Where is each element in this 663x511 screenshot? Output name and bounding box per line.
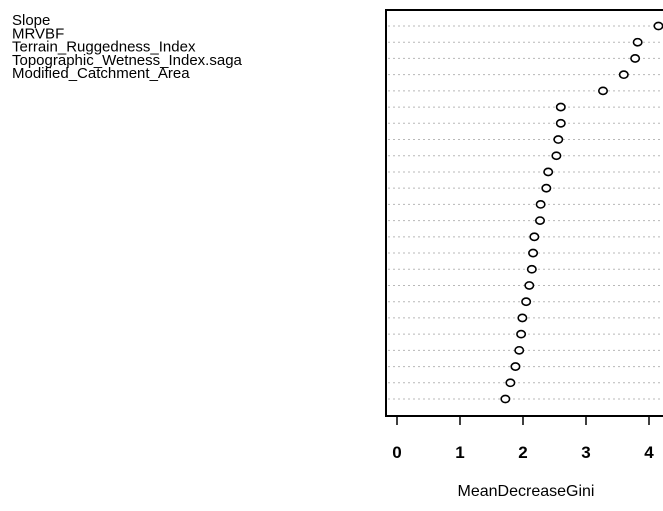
y-labels-layer: SlopeMRVBFTerrain_Ruggedness_IndexTopogr… <box>12 12 243 82</box>
data-point <box>653 21 663 31</box>
row-label: Slope <box>12 12 50 29</box>
data-point <box>528 248 539 258</box>
data-point <box>555 118 566 128</box>
data-point <box>521 297 532 307</box>
data-point <box>505 378 516 388</box>
data-point <box>514 345 525 355</box>
x-tick-label: 2 <box>518 443 527 462</box>
x-tick-label: 3 <box>581 443 590 462</box>
data-point <box>517 313 528 323</box>
data-point <box>598 86 609 96</box>
data-point <box>529 232 540 242</box>
row-label: Terrain_Ruggedness_Index <box>12 39 196 56</box>
x-tick-label: 1 <box>455 443 464 462</box>
plot-frame <box>385 9 663 417</box>
grid-layer <box>388 25 663 400</box>
data-point <box>541 183 552 193</box>
data-point <box>510 362 521 371</box>
x-axis: 0 1 2 3 4 <box>392 416 654 462</box>
data-point <box>535 216 546 226</box>
data-point <box>500 394 511 404</box>
data-point <box>555 102 566 112</box>
points-layer <box>500 21 663 404</box>
row-label: Topographic_Wetness_Index.saga <box>12 52 243 69</box>
data-point <box>551 151 562 161</box>
data-point <box>524 281 535 290</box>
data-point <box>630 54 641 63</box>
data-point <box>526 264 537 274</box>
data-point <box>618 70 629 80</box>
row-label: MRVBF <box>12 25 64 42</box>
x-axis-label: MeanDecreaseGini <box>458 483 595 500</box>
data-point <box>632 37 643 47</box>
x-tick-label: 0 <box>392 443 401 462</box>
data-point <box>516 329 527 339</box>
data-point <box>535 199 546 209</box>
row-label: Modified_Catchment_Area <box>12 65 190 82</box>
x-tick-label: 4 <box>644 443 654 462</box>
data-point <box>553 135 564 144</box>
data-point <box>543 167 554 177</box>
